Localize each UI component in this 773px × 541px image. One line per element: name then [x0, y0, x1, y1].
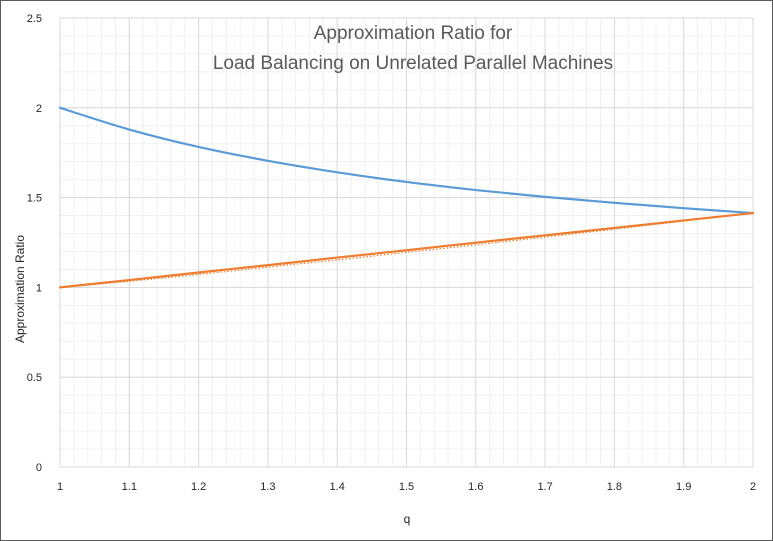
series-line-2	[58, 211, 755, 289]
x-tick-label: 1.1	[122, 481, 137, 493]
y-tick-label: 1	[36, 282, 42, 294]
x-tick-label: 2	[750, 481, 756, 493]
grid	[59, 17, 754, 468]
x-tick-label: 1.4	[330, 481, 345, 493]
y-tick-label: 0	[36, 462, 42, 474]
chart-title-line-2: Load Balancing on Unrelated Parallel Mac…	[213, 53, 613, 74]
x-tick-label: 1.5	[399, 481, 414, 493]
series-group	[58, 106, 755, 289]
y-tick-label: 1.5	[27, 193, 42, 205]
y-tick-label: 2	[36, 103, 42, 115]
x-tick-label: 1.3	[260, 481, 275, 493]
series-line-1	[58, 106, 755, 215]
x-tick-label: 1.6	[468, 481, 483, 493]
y-axis-label: Approximation Ratio	[13, 235, 27, 343]
x-tick-label: 1.2	[191, 481, 206, 493]
x-axis-label: q	[404, 512, 411, 526]
x-tick-label: 1.8	[607, 481, 622, 493]
y-tick-label: 0.5	[27, 372, 42, 384]
x-tick-label: 1.7	[537, 481, 552, 493]
series-line-3	[59, 212, 754, 288]
x-tick-label: 1	[57, 481, 63, 493]
tick-labels: 1 1.1 1.2 1.3 1.4 1.5 1.6 1.7 1.8 1.9 2 0 0.5 1 1.5 2 2.…	[27, 13, 756, 493]
y-tick-label: 2.5	[27, 13, 42, 25]
chart-title-line-1: Approximation Ratio for	[314, 23, 513, 44]
x-tick-label: 1.9	[676, 481, 691, 493]
